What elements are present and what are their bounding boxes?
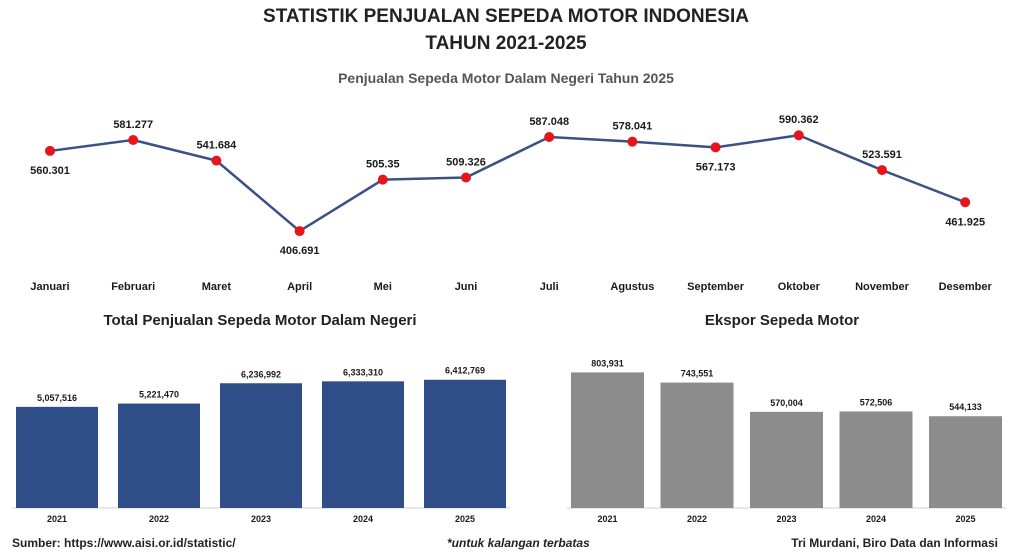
month-label-april: April	[287, 281, 312, 293]
export-value-label-2025: 544,133	[949, 402, 982, 412]
month-label-mei: Mei	[374, 281, 392, 293]
export-year-label-2023: 2023	[776, 514, 796, 524]
month-label-desember: Desember	[939, 281, 993, 293]
data-point-desember	[960, 197, 971, 208]
export-bar-chart: 803,931 2021 743,551 2022 570,004 2023 572,506…	[567, 358, 1006, 524]
data-label-november: 523.591	[862, 149, 902, 161]
month-label-januari: Januari	[30, 281, 69, 293]
data-point-oktober	[793, 130, 804, 141]
data-label-agustus: 578.041	[613, 121, 653, 133]
export-year-label-2022: 2022	[687, 514, 707, 524]
domestic-bar-chart-title: Total Penjualan Sepeda Motor Dalam Neger…	[103, 312, 417, 329]
line-chart-subtitle: Penjualan Sepeda Motor Dalam Negeri Tahu…	[338, 70, 674, 86]
data-label-desember: 461.925	[945, 216, 985, 228]
data-label-mei: 505.35	[366, 159, 400, 171]
data-label-april: 406.691	[280, 245, 320, 257]
source-note: Sumber: https://www.aisi.or.id/statistic…	[12, 536, 236, 550]
data-label-maret: 541.684	[197, 140, 238, 152]
domestic-year-label-2022: 2022	[149, 514, 169, 524]
data-label-juli: 587.048	[529, 116, 569, 128]
data-point-september	[710, 142, 721, 153]
export-bar-2021	[571, 372, 644, 508]
domestic-value-label-2023: 6,236,992	[241, 369, 281, 379]
domestic-bar-2021	[16, 406, 98, 508]
domestic-bar-2025	[424, 379, 506, 508]
month-label-februari: Februari	[111, 281, 155, 293]
export-bar-2022	[660, 382, 734, 508]
export-value-label-2024: 572,506	[860, 397, 893, 407]
data-label-september: 567.173	[696, 161, 736, 173]
data-point-november	[877, 165, 887, 176]
data-point-mei	[377, 174, 388, 185]
sales-series-line	[49, 133, 966, 233]
data-label-februari: 581.277	[113, 119, 153, 131]
domestic-value-label-2024: 6,333,310	[343, 367, 383, 377]
data-point-februari	[128, 134, 139, 145]
domestic-value-label-2021: 5,057,516	[37, 393, 77, 403]
main-title-line2: TAHUN 2021-2025	[425, 33, 587, 54]
domestic-value-label-2025: 6,412,769	[445, 366, 485, 376]
export-year-label-2025: 2025	[955, 514, 975, 524]
month-label-maret: Maret	[202, 281, 232, 293]
domestic-bar-2023	[220, 383, 302, 508]
monthly-sales-line-chart: 560.301 Januari 581.277 Februari 541.684 Mare…	[30, 114, 993, 293]
export-value-label-2023: 570,004	[770, 398, 803, 408]
data-label-januari: 560.301	[30, 165, 70, 177]
author-credit: Tri Murdani, Biro Data dan Informasi	[791, 536, 998, 550]
domestic-year-label-2025: 2025	[455, 514, 475, 524]
domestic-bar-2022	[118, 403, 200, 508]
domestic-year-label-2021: 2021	[47, 514, 67, 524]
month-label-agustus: Agustus	[610, 281, 654, 293]
domestic-year-label-2024: 2024	[353, 514, 373, 524]
data-point-agustus	[627, 136, 638, 147]
data-point-juli	[544, 131, 555, 142]
main-title-line1: STATISTIK PENJUALAN SEPEDA MOTOR INDONES…	[263, 6, 749, 27]
month-label-oktober: Oktober	[778, 281, 821, 293]
month-label-september: September	[687, 281, 745, 293]
data-point-april	[294, 226, 305, 237]
data-label-oktober: 590.362	[779, 114, 819, 126]
export-year-label-2024: 2024	[866, 514, 886, 524]
export-bar-2024	[839, 411, 913, 508]
domestic-value-label-2022: 5,221,470	[139, 390, 179, 400]
month-label-juli: Juli	[540, 281, 559, 293]
export-bar-2025	[929, 416, 1002, 508]
month-label-juni: Juni	[455, 281, 478, 293]
export-year-label-2021: 2021	[597, 514, 617, 524]
domestic-sales-bar-chart: 5,057,516 2021 5,221,470 2022 6,236,992 2023 6…	[12, 366, 510, 524]
export-bar-2023	[750, 411, 823, 508]
restricted-note: *untuk kalangan terbatas	[447, 536, 590, 550]
export-value-label-2021: 803,931	[591, 358, 624, 368]
domestic-year-label-2023: 2023	[251, 514, 271, 524]
export-bar-chart-title: Ekspor Sepeda Motor	[704, 312, 860, 329]
data-label-juni: 509.326	[446, 157, 486, 169]
month-label-november: November	[855, 281, 910, 293]
data-point-juni	[461, 172, 471, 183]
domestic-bar-2024	[322, 381, 404, 508]
data-point-januari	[45, 145, 55, 156]
export-value-label-2022: 743,551	[681, 369, 714, 379]
data-point-maret	[211, 155, 222, 166]
